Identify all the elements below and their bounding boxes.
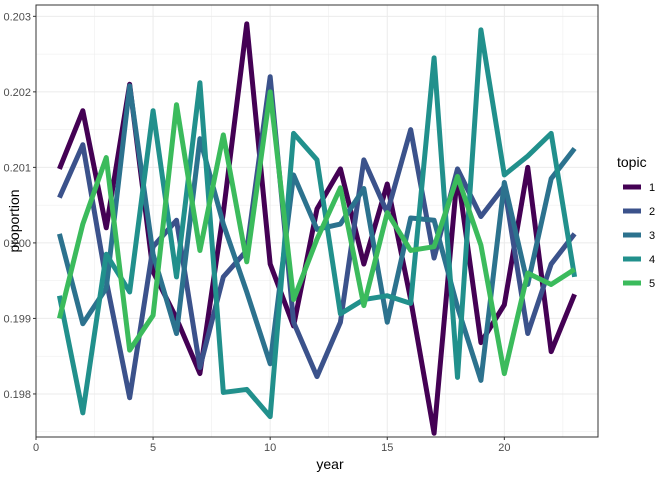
legend-label-3: 3 bbox=[649, 230, 655, 242]
series-line-3 bbox=[57, 83, 577, 383]
x-tick-label: 5 bbox=[150, 442, 156, 454]
legend-title: topic bbox=[617, 154, 647, 170]
x-axis-ticks: 0 5 10 15 20 bbox=[33, 437, 510, 454]
legend-label-4: 4 bbox=[649, 254, 655, 266]
y-tick-label: 0.200 bbox=[3, 238, 31, 250]
legend: topic 1 2 3 4 5 bbox=[617, 154, 655, 290]
x-tick-label: 0 bbox=[33, 442, 39, 454]
legend-label-5: 5 bbox=[649, 278, 655, 290]
series-line-4 bbox=[56, 27, 578, 420]
x-tick-label: 20 bbox=[498, 442, 510, 454]
series-line-5 bbox=[56, 89, 576, 377]
y-tick-label: 0.203 bbox=[3, 11, 31, 23]
y-tick-label: 0.201 bbox=[3, 162, 31, 174]
x-tick-label: 10 bbox=[264, 442, 276, 454]
legend-label-1: 1 bbox=[649, 182, 655, 194]
y-tick-label: 0.202 bbox=[3, 87, 31, 99]
x-axis-title: year bbox=[316, 456, 344, 472]
panel-border bbox=[35, 4, 599, 438]
series-line-2 bbox=[57, 74, 577, 401]
y-tick-label: 0.199 bbox=[3, 313, 31, 325]
y-tick-label: 0.198 bbox=[3, 389, 31, 401]
series-lines bbox=[56, 21, 578, 436]
y-axis-title: proportion bbox=[6, 189, 22, 252]
x-tick-label: 15 bbox=[381, 442, 393, 454]
legend-label-2: 2 bbox=[649, 206, 655, 218]
y-axis-ticks: 0.198 0.199 0.200 0.201 0.202 0.203 bbox=[3, 11, 36, 401]
